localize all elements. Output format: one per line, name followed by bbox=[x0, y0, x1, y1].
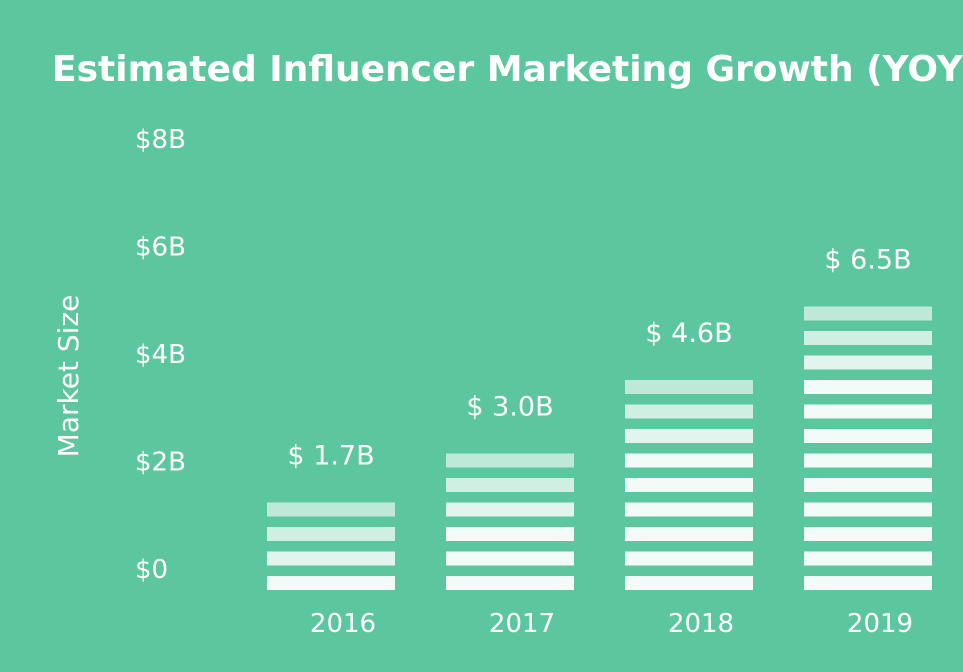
y-tick-label: $6B bbox=[135, 233, 186, 263]
y-axis-ticks: $0 $2B $4B $6B $8B bbox=[135, 125, 186, 585]
bar-value-label: $ 3.0B bbox=[466, 392, 553, 423]
y-tick-label: $2B bbox=[135, 448, 186, 478]
value-labels: $ 1.7B $ 3.0B $ 4.6B $ 6.5B bbox=[287, 245, 911, 472]
bar-stripe bbox=[446, 551, 574, 566]
bar-value-label: $ 4.6B bbox=[645, 318, 732, 349]
bar-stripe bbox=[804, 478, 932, 492]
x-tick-label: 2016 bbox=[310, 609, 376, 639]
bar-stripe bbox=[625, 404, 753, 419]
bar-stripe bbox=[625, 453, 753, 468]
x-tick-label: 2017 bbox=[489, 609, 555, 639]
bar-stripe bbox=[446, 478, 574, 492]
bar-stripe bbox=[267, 551, 395, 566]
bar-stripe bbox=[446, 453, 574, 468]
bar-stripe bbox=[446, 527, 574, 541]
bar-stripe bbox=[625, 478, 753, 492]
y-tick-label: $8B bbox=[135, 125, 186, 155]
bar-value-label: $ 6.5B bbox=[824, 245, 911, 276]
bar-value-label: $ 1.7B bbox=[287, 441, 374, 472]
y-axis-label: Market Size bbox=[52, 295, 85, 458]
bar-stripe bbox=[625, 551, 753, 566]
bar-stripe bbox=[625, 576, 753, 590]
bar-2016 bbox=[267, 502, 395, 590]
bar-stripe bbox=[267, 576, 395, 590]
bar-stripe bbox=[625, 429, 753, 443]
bar-stripe bbox=[804, 527, 932, 541]
bar-stripe bbox=[804, 355, 932, 370]
bar-stripe bbox=[804, 502, 932, 517]
bar-stripe bbox=[804, 453, 932, 468]
bar-stripe bbox=[625, 502, 753, 517]
bar-stripe bbox=[804, 380, 932, 394]
bar-2018 bbox=[625, 380, 753, 590]
bar-stripe bbox=[804, 429, 932, 443]
y-tick-label: $4B bbox=[135, 340, 186, 370]
x-tick-label: 2018 bbox=[668, 609, 734, 639]
x-axis-ticks: 2016 2017 2018 2019 bbox=[310, 609, 913, 639]
bar-stripe bbox=[446, 502, 574, 517]
bar-2017 bbox=[446, 453, 574, 590]
bar-stripe bbox=[267, 527, 395, 541]
bar-stripe bbox=[625, 527, 753, 541]
x-tick-label: 2019 bbox=[847, 609, 913, 639]
y-tick-label: $0 bbox=[135, 555, 168, 585]
bar-stripe bbox=[804, 404, 932, 419]
bar-stripe bbox=[804, 576, 932, 590]
bars bbox=[267, 306, 932, 590]
bar-2019 bbox=[804, 306, 932, 590]
bar-stripe bbox=[804, 331, 932, 345]
bar-stripe bbox=[267, 502, 395, 517]
bar-stripe bbox=[804, 306, 932, 321]
bar-stripe bbox=[804, 551, 932, 566]
chart-title: Estimated Influencer Marketing Growth (Y… bbox=[52, 49, 963, 90]
bar-stripe bbox=[446, 576, 574, 590]
bar-stripe bbox=[625, 380, 753, 394]
